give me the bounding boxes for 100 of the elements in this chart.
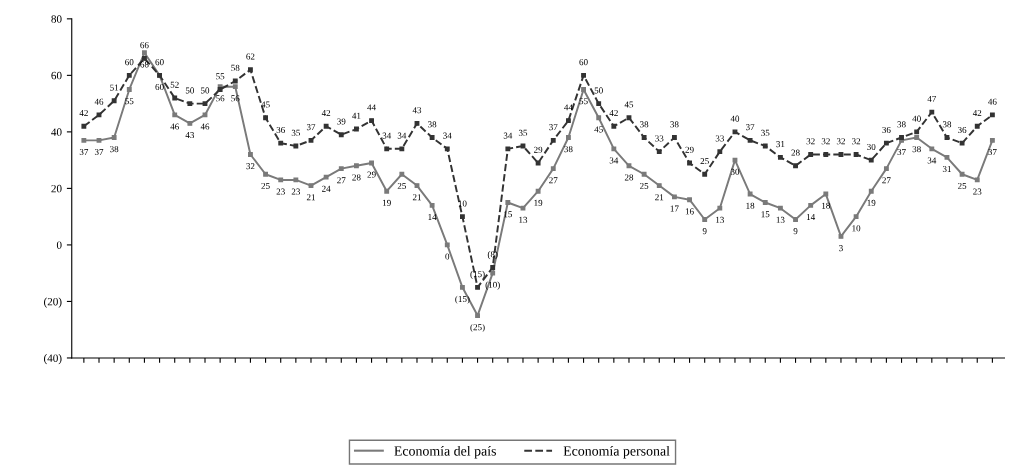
legend-label: Economía del país <box>394 445 496 459</box>
data-label: 15 <box>504 211 512 218</box>
data-label: 34 <box>927 157 937 164</box>
data-label: 32 <box>246 163 255 170</box>
data-label: 33 <box>655 135 664 142</box>
y-tick-label: 20 <box>51 184 62 193</box>
data-label: 46 <box>988 98 997 105</box>
data-label: 40 <box>912 115 921 122</box>
data-label: 13 <box>519 216 528 223</box>
y-tick-label: 60 <box>51 71 62 80</box>
data-label: 27 <box>882 177 891 184</box>
y-tick-label: 0 <box>56 241 62 249</box>
data-label: 50 <box>201 87 210 94</box>
data-label: 31 <box>776 141 785 148</box>
data-label: (10) <box>485 281 500 290</box>
data-label: 25 <box>700 158 709 165</box>
y-tick-label: 80 <box>51 15 62 23</box>
data-label: 37 <box>306 124 316 131</box>
data-label: 56 <box>216 95 225 102</box>
data-label: (8) <box>487 251 498 260</box>
data-label: 37 <box>746 124 755 131</box>
data-label: 28 <box>791 149 800 156</box>
data-label: 40 <box>730 115 740 122</box>
data-label: 43 <box>185 132 195 139</box>
data-label: 29 <box>685 146 694 153</box>
data-label: 33 <box>715 135 724 142</box>
data-label: 45 <box>624 101 634 108</box>
data-label: 18 <box>746 202 755 209</box>
data-label: 13 <box>716 216 724 223</box>
data-label: 39 <box>337 118 346 125</box>
data-label: 37 <box>549 124 558 131</box>
data-label: 3 <box>839 245 843 252</box>
data-label: (25) <box>470 323 485 333</box>
data-label: 46 <box>170 123 179 130</box>
data-label: 32 <box>806 138 815 145</box>
data-label: 29 <box>534 146 543 153</box>
data-label: 37 <box>94 148 104 156</box>
y-tick-label: (40) <box>44 354 62 365</box>
data-label: 44 <box>367 104 376 111</box>
data-label: 14 <box>428 213 437 220</box>
data-label: 28 <box>624 174 634 181</box>
data-label: 34 <box>443 132 452 139</box>
data-label: 46 <box>200 123 210 130</box>
data-label: 38 <box>564 146 573 153</box>
data-label: 55 <box>579 98 588 105</box>
data-label: 42 <box>79 109 88 116</box>
data-label: 60 <box>125 59 134 66</box>
data-label: 9 <box>702 228 707 235</box>
data-label: 13 <box>776 216 785 223</box>
data-label: 52 <box>170 81 179 88</box>
data-label: 35 <box>761 129 770 136</box>
data-label: 25 <box>640 182 649 189</box>
data-label: 60 <box>579 59 588 66</box>
data-label: (15) <box>470 270 485 279</box>
data-label: 42 <box>972 109 982 116</box>
data-label: 34 <box>397 132 407 139</box>
data-label: 50 <box>185 87 195 94</box>
data-label: 16 <box>685 208 694 215</box>
data-label: 43 <box>412 107 422 114</box>
data-label: 34 <box>609 157 619 164</box>
data-label: 25 <box>397 182 407 189</box>
data-label: 30 <box>867 143 876 150</box>
data-label: 42 <box>321 109 331 116</box>
data-label: 9 <box>793 228 798 235</box>
data-label: 10 <box>852 225 861 232</box>
data-label: 36 <box>958 126 967 134</box>
data-label: (15) <box>455 295 470 304</box>
data-label: 28 <box>352 174 361 181</box>
data-label: 35 <box>291 129 301 136</box>
data-label: 36 <box>276 126 285 134</box>
data-label: 38 <box>428 121 437 128</box>
data-label: 25 <box>261 182 270 189</box>
data-label: 46 <box>94 98 104 105</box>
data-label: 60 <box>155 83 164 91</box>
data-label: 37 <box>79 148 89 156</box>
data-label: 25 <box>957 182 967 189</box>
data-label: 60 <box>155 59 164 66</box>
data-label: 30 <box>730 168 740 175</box>
data-label: 62 <box>246 53 255 60</box>
data-label: 47 <box>927 95 937 102</box>
data-label: 32 <box>821 138 830 145</box>
data-label: 27 <box>549 177 558 184</box>
data-label: 34 <box>382 132 392 139</box>
y-tick-label: 40 <box>51 128 62 136</box>
data-label: 45 <box>594 126 603 133</box>
data-label: 23 <box>973 188 982 195</box>
data-label: 17 <box>670 205 679 212</box>
data-label: 51 <box>110 84 119 91</box>
data-label: 58 <box>231 64 240 71</box>
data-label: 0 <box>445 253 450 260</box>
data-label: 19 <box>534 199 543 206</box>
data-label: 21 <box>655 194 664 201</box>
data-label: 21 <box>306 194 315 201</box>
data-label: 23 <box>291 188 301 195</box>
data-label: 56 <box>231 95 240 102</box>
data-label: 14 <box>806 213 816 220</box>
data-label: 38 <box>912 146 921 153</box>
data-label: 38 <box>110 146 119 153</box>
data-label: 38 <box>670 121 679 128</box>
data-label: 32 <box>852 138 861 145</box>
